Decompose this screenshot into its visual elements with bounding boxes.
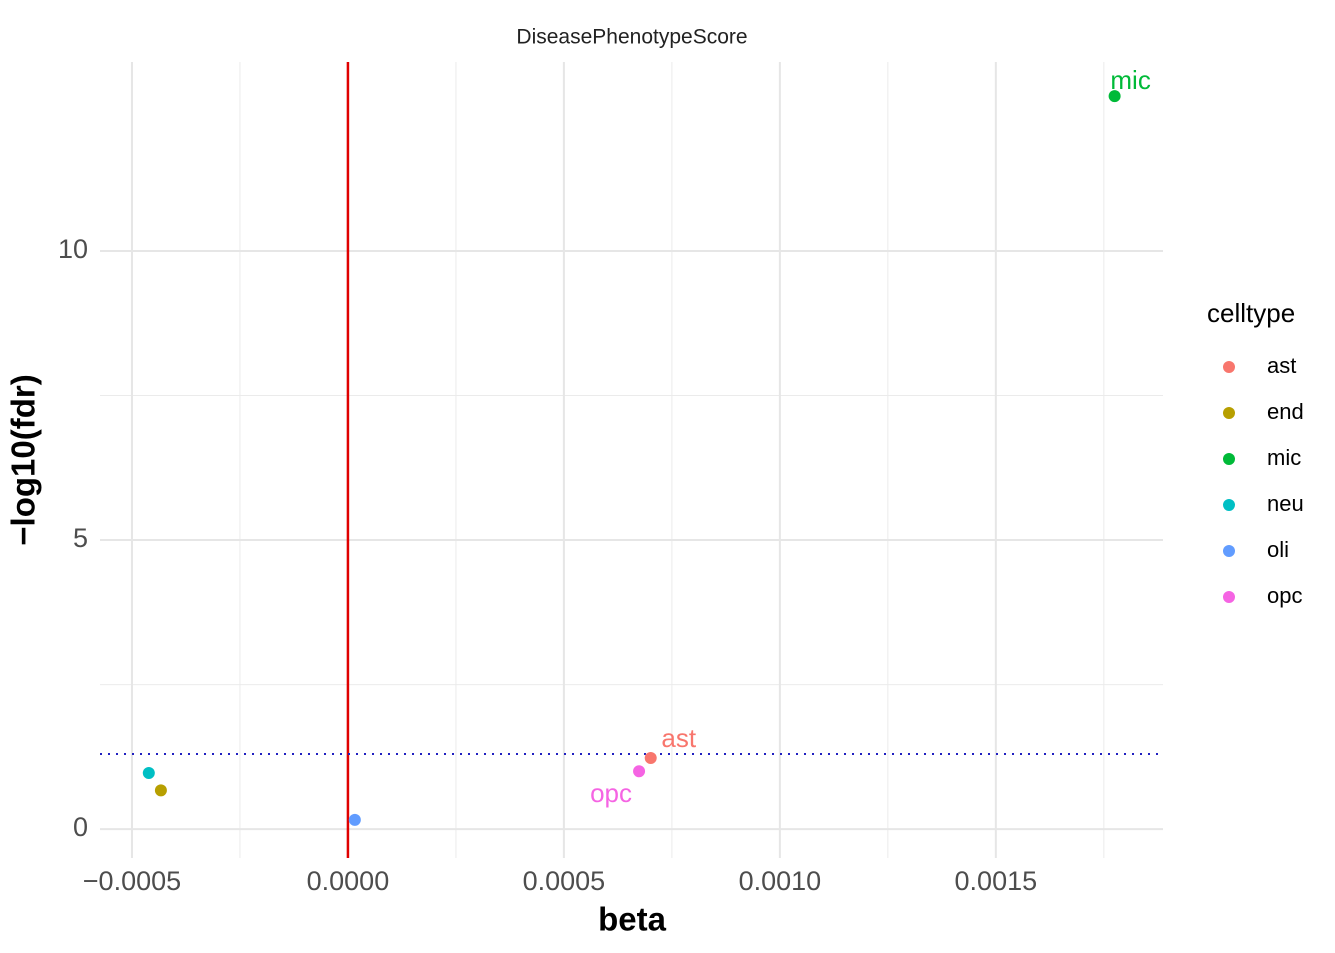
y-tick-label: 10 [58, 234, 88, 264]
chart-title: DiseasePhenotypeScore [516, 26, 747, 49]
x-axis-label: beta [598, 901, 667, 938]
legend-label: oli [1267, 537, 1289, 562]
y-tick-label: 5 [73, 523, 88, 553]
y-tick-label: 0 [73, 812, 88, 842]
y-axis-label: −log10(fdr) [5, 374, 42, 545]
point [1108, 90, 1121, 103]
legend-label: mic [1267, 445, 1301, 470]
x-tick-label: 0.0000 [307, 866, 390, 896]
x-tick-label: 0.0015 [955, 866, 1038, 896]
legend-marker [1223, 545, 1235, 557]
point-label: opc [590, 778, 632, 808]
legend-marker [1223, 499, 1235, 511]
legend-marker [1223, 591, 1235, 603]
legend-label: opc [1267, 583, 1302, 608]
point [154, 784, 167, 797]
legend-marker [1223, 361, 1235, 373]
legend-title: celltype [1207, 298, 1295, 328]
point [348, 813, 361, 826]
point [142, 767, 155, 780]
legend-label: end [1267, 399, 1304, 424]
x-tick-label: −0.0005 [83, 866, 181, 896]
legend-marker [1223, 453, 1235, 465]
point-label: mic [1110, 65, 1150, 95]
legend-label: ast [1267, 353, 1296, 378]
legend-marker [1223, 407, 1235, 419]
x-tick-label: 0.0005 [523, 866, 606, 896]
point-label: ast [661, 723, 696, 753]
x-tick-label: 0.0010 [739, 866, 822, 896]
legend-label: neu [1267, 491, 1304, 516]
point [633, 765, 646, 778]
point [644, 751, 657, 764]
